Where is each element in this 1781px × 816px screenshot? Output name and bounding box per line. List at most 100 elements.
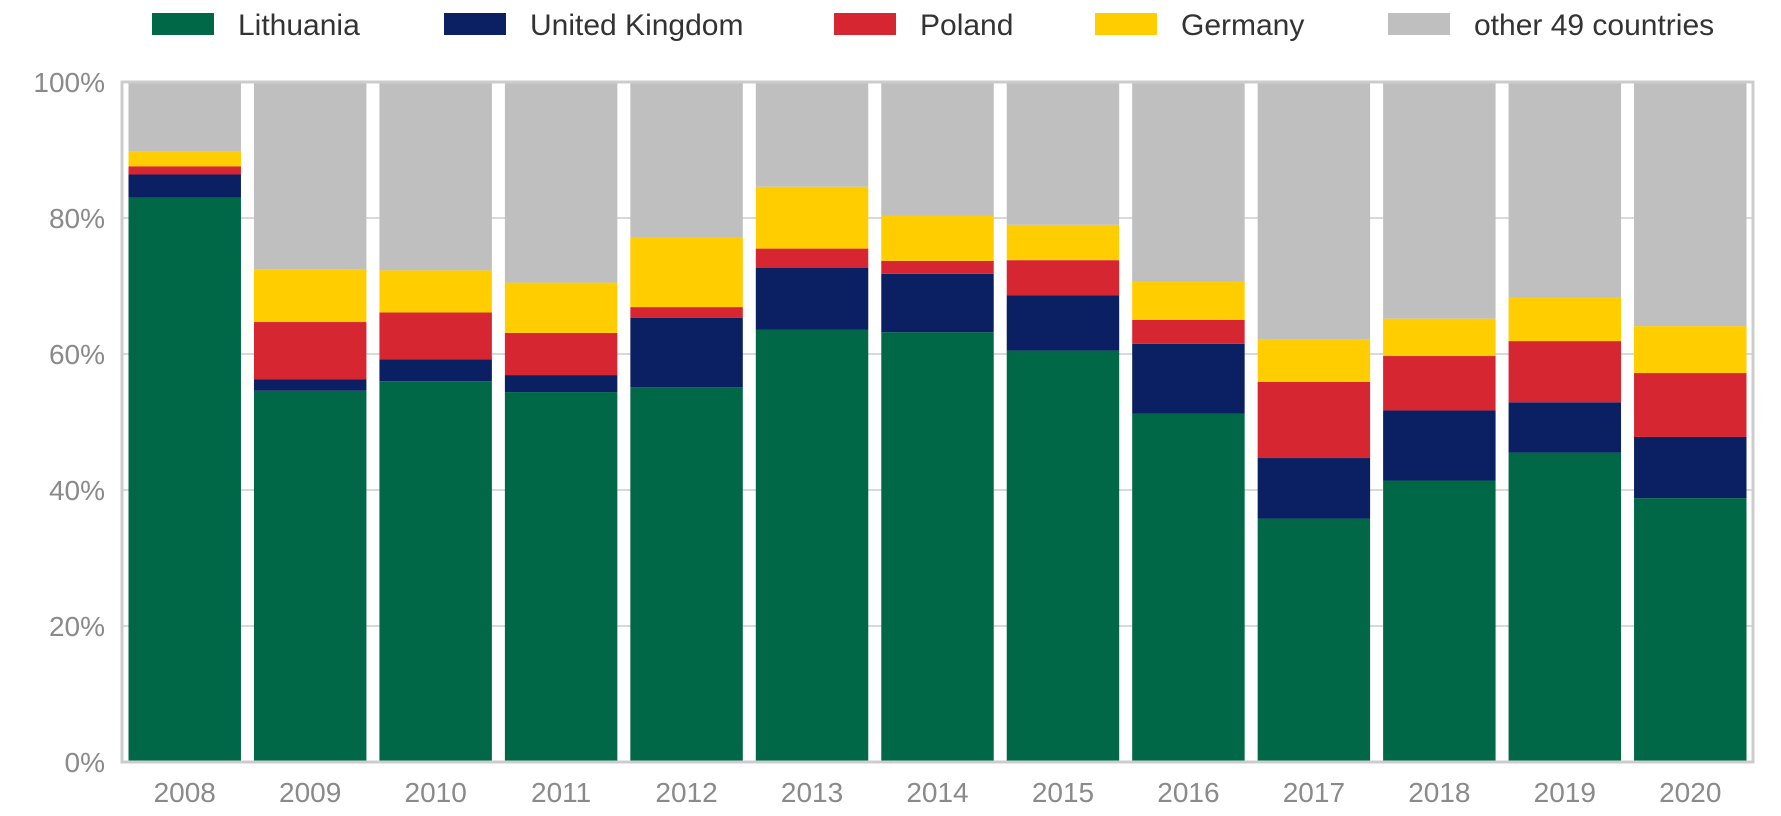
- bar-stack-2012: [630, 82, 743, 762]
- legend-swatch: [152, 13, 214, 35]
- x-tick-label: 2008: [154, 777, 216, 808]
- bar-united-kingdom-2010: [379, 359, 492, 382]
- legend-item-lithuania: Lithuania: [152, 9, 360, 42]
- y-tick-label: 0%: [65, 747, 105, 778]
- bar-united-kingdom-2008: [128, 174, 241, 198]
- bar-germany-2016: [1132, 281, 1245, 320]
- x-tick-label: 2011: [531, 777, 591, 808]
- bar-united-kingdom-2018: [1383, 410, 1496, 481]
- bar-lithuania-2008: [128, 197, 241, 763]
- bar-germany-2017: [1257, 339, 1371, 382]
- bar-united-kingdom-2013: [755, 267, 869, 330]
- x-tick-label: 2020: [1659, 777, 1721, 808]
- bar-germany-2010: [379, 270, 492, 313]
- bar-stack-2015: [1006, 82, 1120, 762]
- x-tick-label: 2018: [1408, 777, 1470, 808]
- legend-item-united-kingdom: United Kingdom: [444, 9, 743, 42]
- bar-other-49-countries-2009: [253, 82, 367, 270]
- plot-frame: [120, 80, 1755, 764]
- x-tick-label: 2009: [279, 777, 341, 808]
- bar-stack-2008: [128, 82, 241, 763]
- bar-lithuania-2016: [1132, 413, 1245, 762]
- legend-label: United Kingdom: [530, 9, 743, 42]
- bar-lithuania-2010: [379, 381, 492, 762]
- y-tick-label: 40%: [49, 475, 105, 506]
- bar-poland-2019: [1508, 341, 1622, 403]
- bar-poland-2011: [504, 332, 618, 376]
- bars: [128, 82, 1747, 763]
- x-tick-label: 2019: [1534, 777, 1596, 808]
- bar-lithuania-2017: [1257, 518, 1371, 762]
- bar-united-kingdom-2014: [881, 273, 994, 333]
- bar-other-49-countries-2015: [1006, 82, 1120, 225]
- bar-lithuania-2012: [630, 387, 743, 762]
- y-tick-label: 20%: [49, 611, 105, 642]
- bar-other-49-countries-2010: [379, 82, 492, 271]
- legend-label: other 49 countries: [1474, 9, 1714, 42]
- y-tick-label: 100%: [33, 67, 105, 98]
- bar-germany-2008: [128, 151, 241, 167]
- bar-poland-2009: [253, 322, 367, 380]
- legend-swatch: [834, 13, 896, 35]
- bar-united-kingdom-2015: [1006, 295, 1120, 351]
- bar-other-49-countries-2016: [1132, 82, 1245, 282]
- bar-germany-2009: [253, 269, 367, 323]
- bar-stack-2017: [1257, 82, 1371, 762]
- bar-united-kingdom-2017: [1257, 458, 1371, 519]
- bar-lithuania-2009: [253, 390, 367, 762]
- bar-poland-2008: [128, 166, 241, 175]
- legend-label: Germany: [1181, 9, 1304, 42]
- legend-label: Lithuania: [238, 9, 360, 42]
- bar-other-49-countries-2011: [504, 82, 618, 283]
- bar-stack-2014: [881, 82, 994, 762]
- bar-germany-2019: [1508, 297, 1622, 342]
- bar-poland-2020: [1634, 373, 1747, 437]
- bar-germany-2018: [1383, 318, 1496, 357]
- bar-stack-2018: [1383, 82, 1496, 762]
- legend-swatch: [444, 13, 506, 35]
- bar-lithuania-2014: [881, 332, 994, 762]
- bar-united-kingdom-2009: [253, 379, 367, 391]
- bar-united-kingdom-2016: [1132, 343, 1245, 414]
- x-tick-label: 2017: [1283, 777, 1345, 808]
- x-tick-label: 2013: [781, 777, 843, 808]
- x-tick-label: 2016: [1157, 777, 1219, 808]
- legend: Lithuania United Kingdom Poland Germany othe…: [152, 9, 1714, 42]
- bar-lithuania-2011: [504, 392, 618, 762]
- bar-poland-2012: [630, 307, 743, 318]
- bar-poland-2018: [1383, 356, 1496, 411]
- bar-lithuania-2020: [1634, 498, 1747, 762]
- bar-poland-2017: [1257, 381, 1371, 459]
- bar-poland-2010: [379, 312, 492, 360]
- bar-germany-2011: [504, 282, 618, 333]
- bar-germany-2013: [755, 186, 869, 249]
- y-tick-label: 80%: [49, 203, 105, 234]
- y-axis: 0% 20% 40% 60% 80% 100%: [33, 67, 105, 778]
- bar-other-49-countries-2020: [1634, 82, 1747, 327]
- legend-item-other-49-countries: other 49 countries: [1388, 9, 1714, 42]
- legend-swatch: [1095, 13, 1157, 35]
- bar-stack-2011: [504, 82, 618, 762]
- x-tick-label: 2015: [1032, 777, 1094, 808]
- bar-poland-2014: [881, 260, 994, 274]
- legend-item-germany: Germany: [1095, 9, 1304, 42]
- bar-stack-2020: [1634, 82, 1747, 762]
- bar-lithuania-2019: [1508, 452, 1622, 762]
- bar-united-kingdom-2012: [630, 317, 743, 388]
- bar-poland-2015: [1006, 260, 1120, 296]
- bar-germany-2020: [1634, 326, 1747, 374]
- bar-stack-2019: [1508, 82, 1622, 762]
- bar-united-kingdom-2020: [1634, 436, 1747, 499]
- bar-stack-2016: [1132, 82, 1245, 762]
- bar-lithuania-2018: [1383, 480, 1496, 762]
- bar-lithuania-2015: [1006, 350, 1120, 762]
- legend-swatch: [1388, 13, 1450, 35]
- y-tick-label: 60%: [49, 339, 105, 370]
- bar-other-49-countries-2019: [1508, 82, 1622, 298]
- bar-other-49-countries-2017: [1257, 82, 1371, 340]
- bar-other-49-countries-2013: [755, 82, 869, 187]
- bar-poland-2013: [755, 248, 869, 268]
- x-tick-label: 2010: [405, 777, 467, 808]
